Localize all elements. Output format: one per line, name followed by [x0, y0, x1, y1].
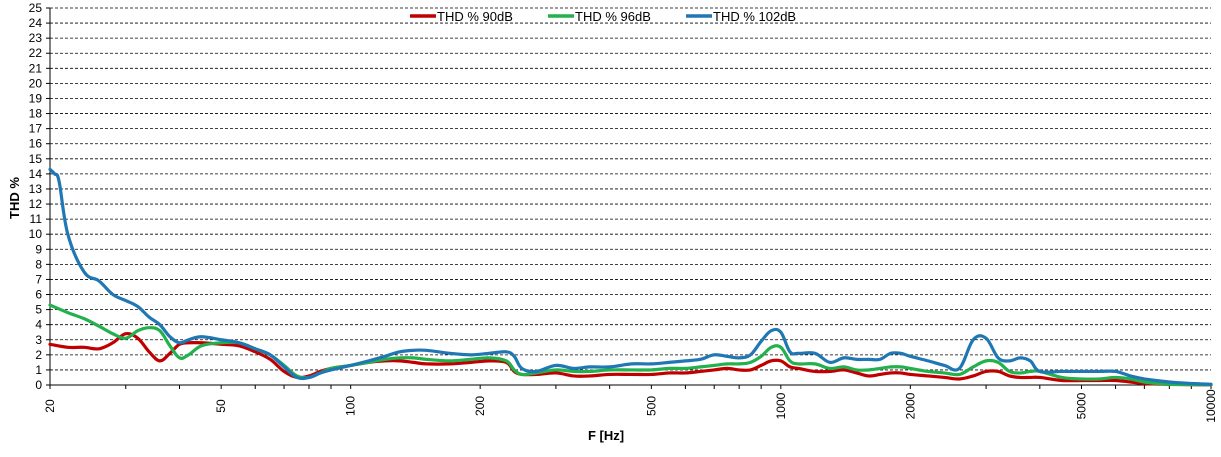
y-tick-label: 0	[35, 378, 42, 392]
x-tick-label: 50	[214, 399, 228, 413]
y-tick-label: 8	[35, 257, 42, 271]
y-tick-label: 25	[29, 1, 43, 15]
x-tick-label: 20	[43, 399, 57, 413]
y-axis-title: THD %	[7, 177, 22, 219]
y-tick-label: 23	[29, 31, 43, 45]
y-tick-label: 10	[29, 227, 43, 241]
y-tick-label: 16	[29, 137, 43, 151]
grid-lines	[50, 7, 1211, 371]
y-tick-label: 21	[29, 61, 43, 75]
y-tick-label: 11	[30, 212, 43, 226]
y-tick-label: 15	[29, 152, 43, 166]
y-tick-label: 13	[29, 182, 43, 196]
x-tick-label: 500	[644, 396, 658, 416]
y-tick-label: 7	[35, 272, 42, 286]
y-tick-label: 18	[29, 107, 43, 121]
series-line-2	[48, 303, 1213, 387]
series-line-3	[48, 167, 1213, 386]
y-tick-label: 19	[29, 91, 43, 105]
y-tick-label: 9	[35, 242, 42, 256]
series-line-1	[48, 331, 1213, 387]
y-tick-label: 22	[29, 46, 43, 60]
y-tick-label: 14	[29, 167, 43, 181]
legend-label: THD % 96dB	[575, 9, 651, 24]
axes	[46, 7, 1212, 389]
y-tick-labels: 0123456789101112131415161718192021222324…	[29, 1, 43, 392]
x-tick-label: 5000	[1075, 392, 1089, 419]
x-tick-labels: 20 50 100 200 500 1000 2000 5000 10000	[43, 389, 1218, 423]
y-tick-label: 1	[35, 363, 42, 377]
y-tick-label: 6	[35, 288, 42, 302]
y-tick-label: 24	[29, 16, 43, 30]
series-lines	[48, 167, 1213, 387]
x-axis-title: F [Hz]	[588, 428, 624, 443]
x-tick-label: 10000	[1204, 389, 1218, 423]
legend-label: THD % 102dB	[713, 9, 796, 24]
legend-label: THD % 90dB	[437, 9, 513, 24]
y-tick-label: 5	[35, 303, 42, 317]
x-tick-label: 200	[473, 396, 487, 416]
y-tick-label: 3	[35, 333, 42, 347]
y-tick-label: 17	[29, 122, 43, 136]
x-tick-label: 1000	[774, 392, 788, 419]
x-tick-label: 2000	[903, 392, 917, 419]
x-tick-label: 100	[344, 396, 358, 416]
y-tick-label: 12	[29, 197, 43, 211]
y-tick-label: 2	[35, 348, 42, 362]
y-tick-label: 20	[29, 76, 43, 90]
legend: THD % 90dB THD % 96dB THD % 102dB	[410, 9, 796, 24]
y-tick-label: 4	[35, 318, 42, 332]
